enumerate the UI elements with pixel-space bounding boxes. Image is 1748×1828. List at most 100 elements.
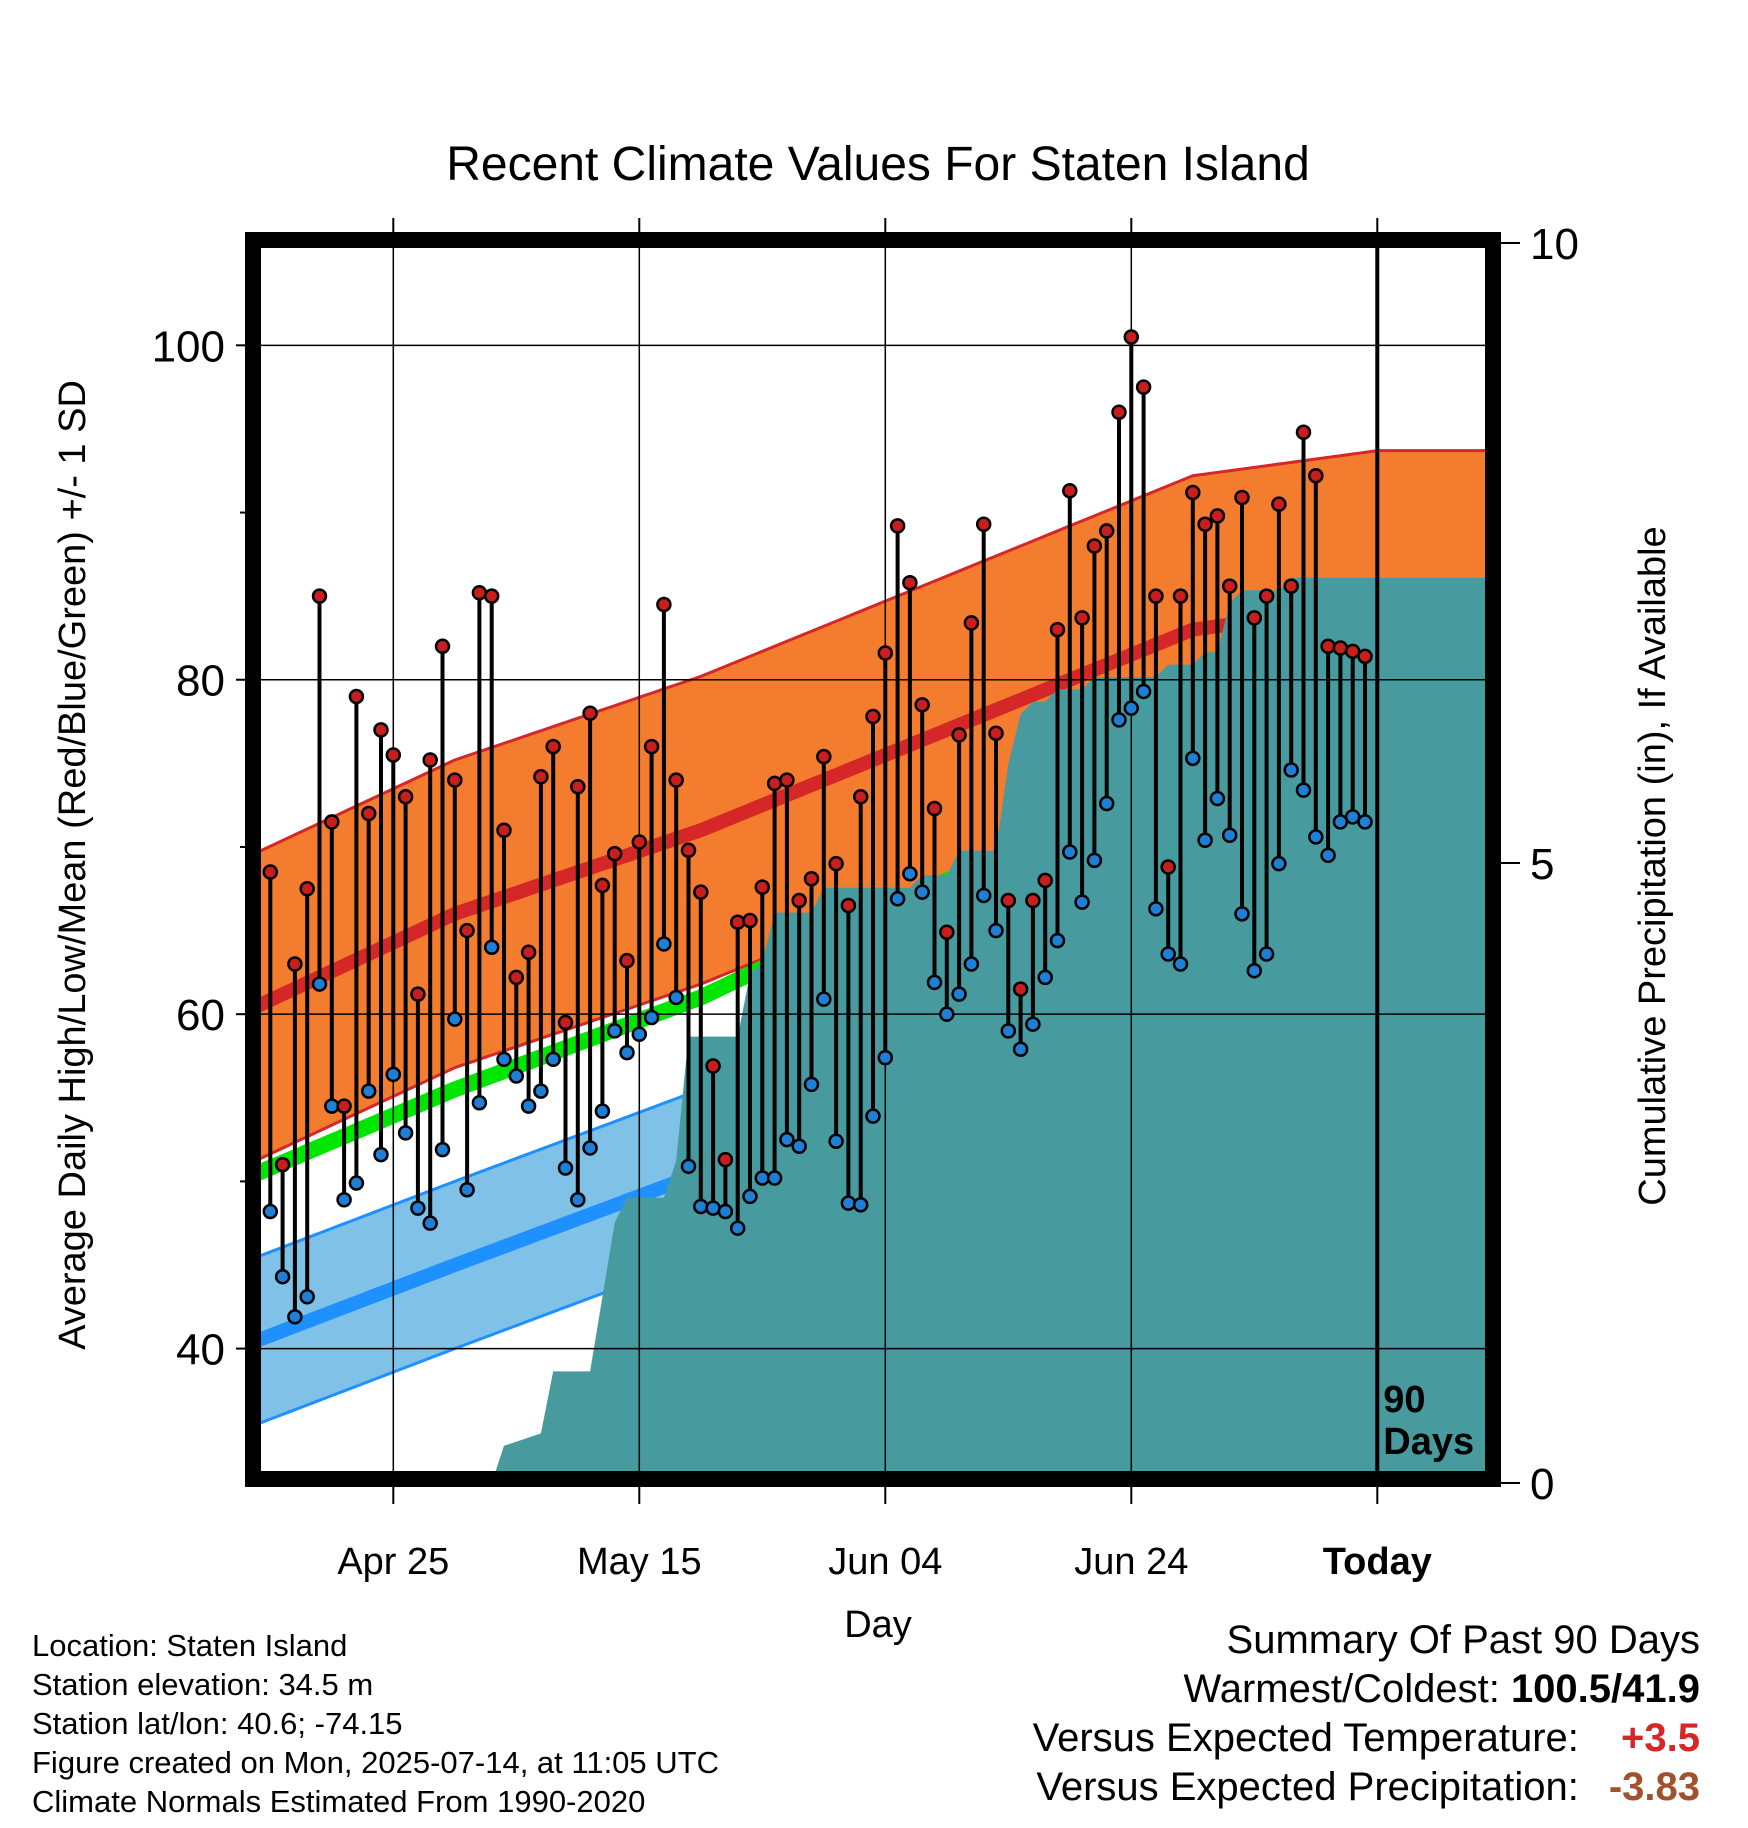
- daily-high-point: [1074, 610, 1090, 626]
- daily-low-point: [1271, 855, 1287, 872]
- daily-high-point: [742, 912, 758, 929]
- daily-high-point: [705, 1058, 721, 1074]
- daily-low-point: [963, 956, 980, 972]
- daily-high-point: [373, 722, 389, 738]
- daily-high-point: [348, 688, 365, 705]
- elevation-text: Station elevation: 34.5 m: [32, 1667, 374, 1702]
- daily-low-point: [1246, 962, 1263, 979]
- daily-high-point: [324, 814, 340, 830]
- daily-high-point: [693, 884, 709, 900]
- daily-high-point: [397, 789, 414, 805]
- daily-high-point: [459, 922, 475, 939]
- precip-anomaly-label: Versus Expected Precipitation:: [1036, 1765, 1579, 1809]
- daily-low-point: [274, 1268, 291, 1285]
- daily-high-point: [410, 986, 426, 1002]
- daily-low-point: [324, 1098, 340, 1114]
- precip-anomaly-value: -3.83: [1608, 1765, 1700, 1809]
- daily-high-point: [447, 772, 463, 788]
- daily-low-point: [902, 865, 918, 882]
- daily-low-point: [803, 1076, 820, 1093]
- daily-high-point: [717, 1151, 734, 1168]
- y-tick-label: 100: [152, 322, 225, 371]
- y-axis-label: Average Daily High/Low/Mean (Red/Blue/Gr…: [52, 380, 94, 1350]
- daily-high-point: [1062, 483, 1078, 499]
- daily-low-point: [1037, 969, 1053, 986]
- daily-low-point: [1098, 795, 1115, 812]
- daily-high-point: [422, 752, 438, 768]
- daily-low-point: [865, 1108, 881, 1124]
- daily-low-point: [631, 1026, 648, 1042]
- daily-high-point: [570, 779, 586, 795]
- daily-low-point: [299, 1289, 315, 1305]
- daily-low-point: [397, 1125, 414, 1141]
- x-axis-label: Day: [844, 1604, 912, 1646]
- summary-panel: Summary Of Past 90 Days Warmest/Coldest:…: [1033, 1616, 1700, 1812]
- daily-high-point: [1148, 588, 1164, 604]
- chart-title: Recent Climate Values For Staten Island: [446, 138, 1310, 191]
- daily-high-point: [889, 518, 906, 534]
- daily-low-point: [373, 1146, 389, 1163]
- daily-low-point: [1000, 1023, 1017, 1039]
- daily-high-point: [1135, 379, 1152, 395]
- warmest-label: Warmest/Coldest:: [1183, 1667, 1500, 1711]
- daily-low-point: [287, 1309, 303, 1325]
- daily-low-point: [520, 1098, 537, 1114]
- y-tick-label: 60: [176, 991, 225, 1040]
- daily-low-point: [594, 1103, 611, 1119]
- daily-low-point: [1074, 894, 1090, 910]
- temp-anomaly-label: Versus Expected Temperature:: [1032, 1716, 1579, 1760]
- daily-high-point: [557, 1014, 574, 1031]
- daily-low-point: [914, 884, 930, 900]
- daily-low-point: [939, 1006, 955, 1022]
- daily-high-point: [594, 877, 611, 894]
- daily-high-point: [1295, 424, 1312, 441]
- x-tick-label: Today: [1323, 1541, 1432, 1583]
- daily-high-point: [619, 952, 635, 969]
- daily-high-point: [336, 1098, 352, 1114]
- daily-high-point: [828, 855, 844, 872]
- daily-high-point: [1283, 578, 1299, 594]
- daily-high-point: [988, 725, 1004, 742]
- daily-high-point: [1234, 489, 1250, 506]
- daily-low-point: [496, 1051, 512, 1068]
- daily-high-point: [779, 772, 795, 788]
- daily-high-point: [287, 956, 303, 972]
- x-tick-label: May 15: [577, 1541, 702, 1583]
- daily-high-point: [1086, 538, 1103, 554]
- daily-high-point: [1185, 484, 1201, 501]
- daily-low-point: [1320, 847, 1336, 864]
- daily-high-point: [1357, 648, 1373, 665]
- daily-high-point: [496, 822, 512, 838]
- daily-low-point: [385, 1066, 402, 1083]
- daily-high-point: [656, 596, 672, 613]
- daily-high-point: [533, 768, 549, 785]
- y-tick-label: 80: [176, 657, 225, 706]
- summary-heading: Summary Of Past 90 Days: [1226, 1618, 1700, 1662]
- daily-low-point: [852, 1197, 869, 1213]
- daily-high-point: [606, 845, 623, 862]
- x-tick-label: Jun 24: [1074, 1541, 1188, 1583]
- daily-high-point: [816, 748, 832, 765]
- daily-low-point: [434, 1141, 451, 1158]
- daily-low-point: [1135, 683, 1152, 700]
- daily-high-point: [1098, 523, 1115, 539]
- daily-high-point: [1111, 404, 1127, 420]
- daily-high-point: [1209, 508, 1226, 524]
- daily-low-point: [1111, 712, 1127, 728]
- x-tick-label: Apr 25: [337, 1541, 449, 1583]
- daily-high-point: [262, 864, 279, 880]
- daily-low-point: [422, 1215, 438, 1231]
- daily-low-point: [582, 1140, 598, 1156]
- daily-low-point: [1025, 1016, 1041, 1032]
- daily-high-point: [545, 738, 561, 755]
- daily-low-point: [988, 922, 1004, 939]
- daily-high-point: [1025, 892, 1041, 909]
- daily-low-point: [1308, 829, 1324, 845]
- daily-low-point: [508, 1068, 525, 1084]
- daily-low-point: [1172, 956, 1189, 972]
- daily-high-point: [754, 879, 771, 895]
- latlon-text: Station lat/lon: 40.6; -74.15: [32, 1706, 403, 1741]
- daily-high-point: [963, 615, 980, 631]
